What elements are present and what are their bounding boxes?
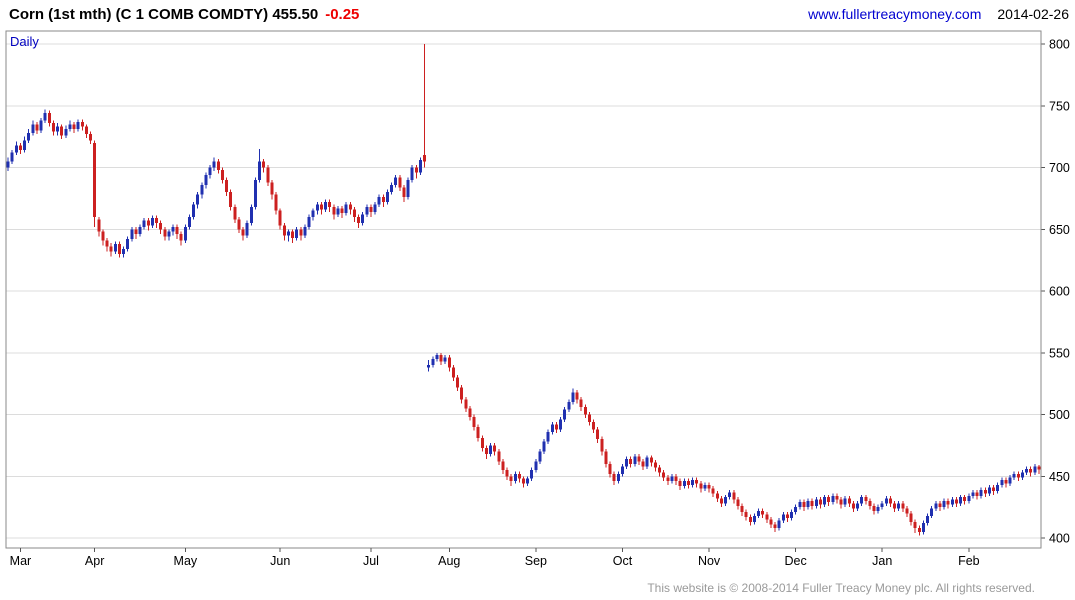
chart-date: 2014-02-26: [997, 6, 1069, 22]
svg-text:Oct: Oct: [613, 554, 633, 568]
svg-text:Apr: Apr: [85, 554, 104, 568]
svg-text:Dec: Dec: [785, 554, 807, 568]
svg-text:Nov: Nov: [698, 554, 721, 568]
svg-text:650: 650: [1049, 223, 1070, 237]
svg-text:500: 500: [1049, 408, 1070, 422]
header-left: Corn (1st mth) (C 1 COMB COMDTY) 455.50 …: [9, 6, 359, 23]
svg-text:Jun: Jun: [270, 554, 290, 568]
svg-text:750: 750: [1049, 99, 1070, 113]
header-right: www.fullertreacymoney.com 2014-02-26: [808, 6, 1069, 22]
footer-bar: This website is © 2008-2014 Fuller Treac…: [0, 576, 1075, 600]
svg-text:450: 450: [1049, 470, 1070, 484]
svg-text:550: 550: [1049, 346, 1070, 360]
svg-text:Jul: Jul: [363, 554, 379, 568]
svg-text:Jan: Jan: [872, 554, 892, 568]
frequency-label: Daily: [10, 34, 39, 49]
svg-text:Aug: Aug: [438, 554, 460, 568]
site-link[interactable]: www.fullertreacymoney.com: [808, 6, 982, 22]
svg-text:800: 800: [1049, 38, 1070, 52]
svg-text:Mar: Mar: [10, 554, 32, 568]
header-bar: Corn (1st mth) (C 1 COMB COMDTY) 455.50 …: [0, 0, 1075, 28]
svg-text:Feb: Feb: [958, 554, 980, 568]
svg-text:Sep: Sep: [525, 554, 547, 568]
price-chart: 400 450 500 550 600 650 700 750 800 Mar Apr May Jun J…: [0, 28, 1075, 576]
svg-text:May: May: [174, 554, 198, 568]
svg-text:400: 400: [1049, 532, 1070, 546]
footer-copyright: This website is © 2008-2014 Fuller Treac…: [647, 581, 1035, 595]
svg-text:600: 600: [1049, 285, 1070, 299]
chart-canvas: 400 450 500 550 600 650 700 750 800 Mar Apr May Jun J…: [5, 30, 1070, 568]
chart-title: Corn (1st mth) (C 1 COMB COMDTY) 455.50: [9, 5, 319, 23]
price-change: -0.25: [325, 5, 360, 23]
svg-text:700: 700: [1049, 161, 1070, 175]
